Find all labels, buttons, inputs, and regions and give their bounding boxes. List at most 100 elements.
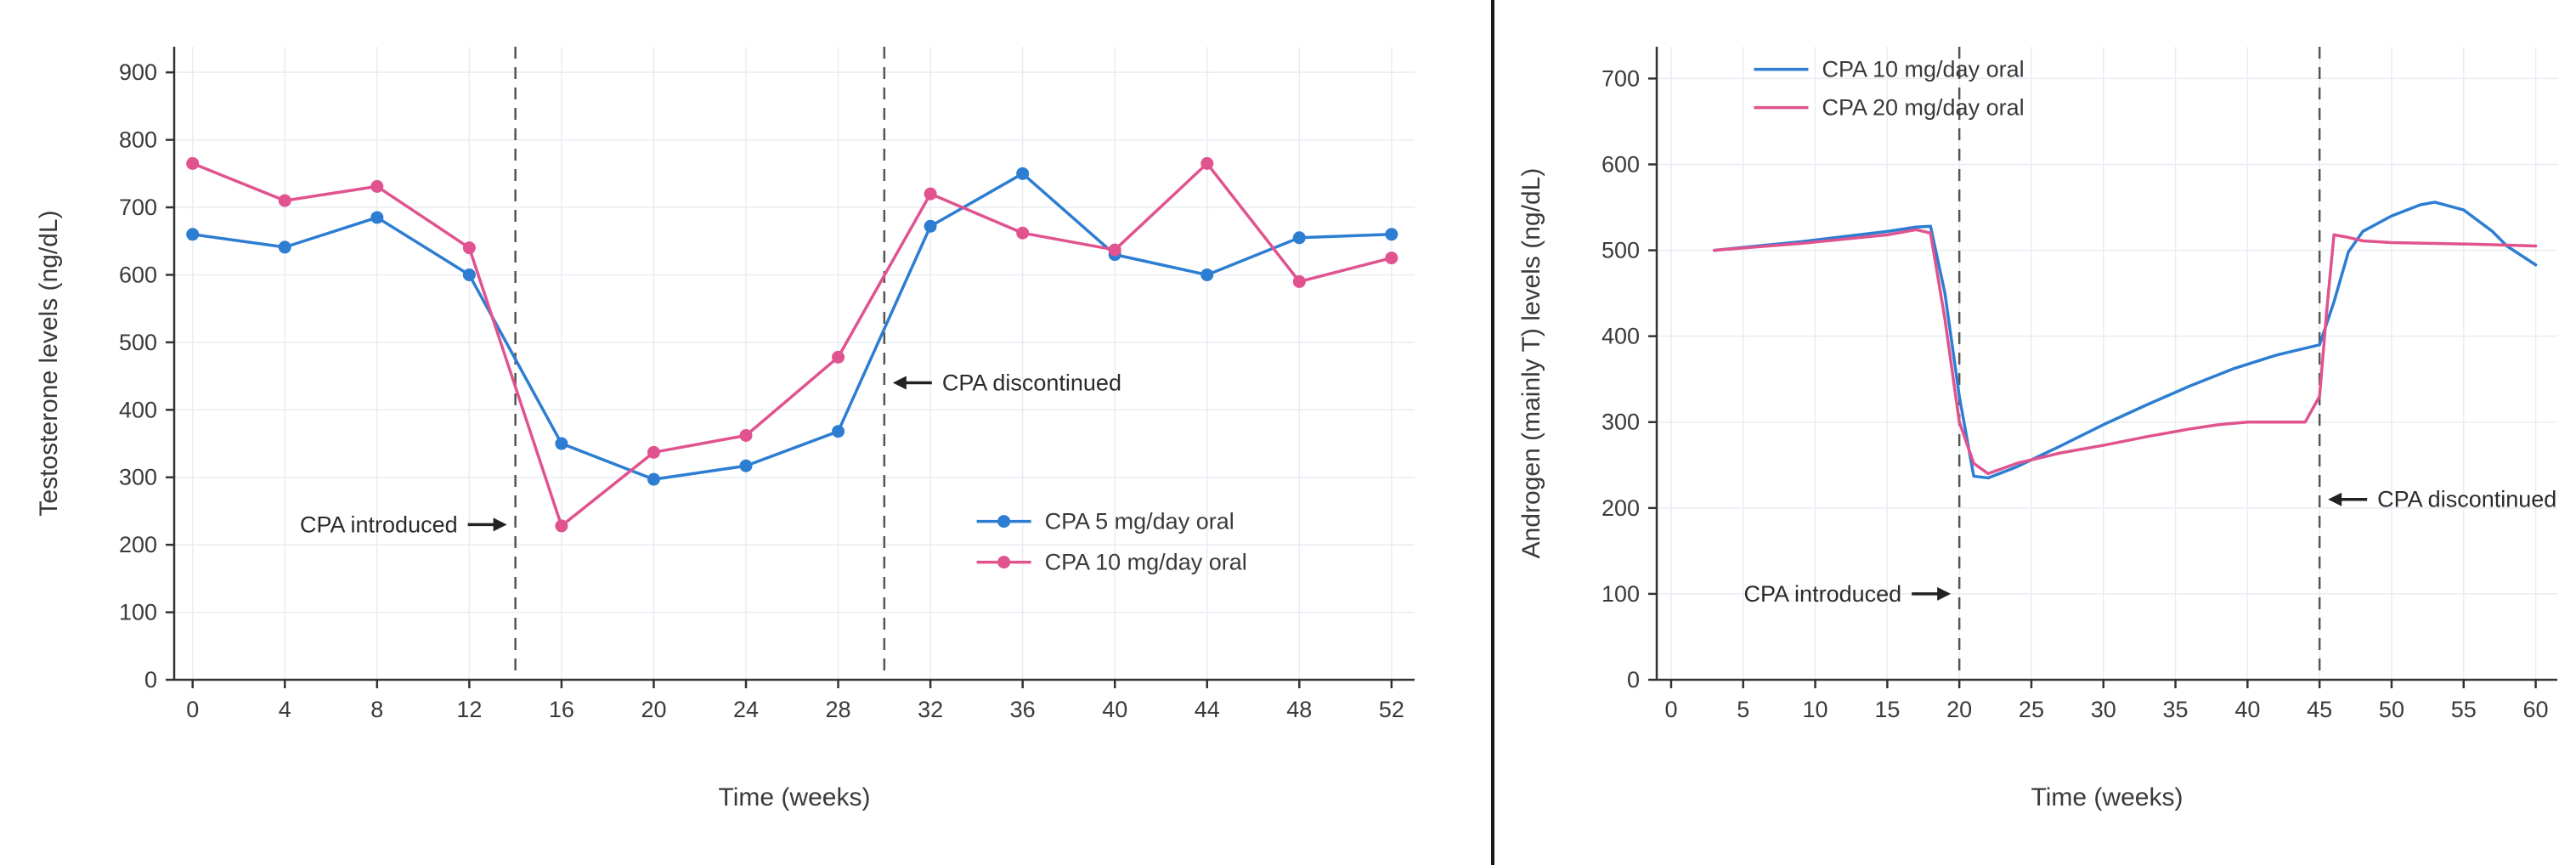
- y-tick-label: 200: [119, 532, 157, 557]
- series-marker: [924, 187, 937, 201]
- series-marker: [462, 268, 476, 281]
- series-marker: [1200, 268, 1214, 281]
- y-axis-title: Androgen (mainly T) levels (ng/dL): [1517, 168, 1545, 559]
- series-marker: [1016, 226, 1030, 240]
- y-tick-label: 100: [1602, 581, 1640, 607]
- panel-divider: [1491, 0, 1494, 865]
- x-tick-label: 10: [1803, 697, 1828, 722]
- series-marker: [1292, 274, 1306, 288]
- series-marker: [1016, 167, 1030, 180]
- y-tick-label: 700: [1602, 65, 1640, 91]
- y-axis-title: Testosterone levels (ng/dL): [35, 210, 63, 516]
- x-tick-label: 52: [1379, 697, 1404, 722]
- series-marker: [370, 211, 384, 224]
- series-marker: [647, 472, 660, 486]
- x-tick-label: 32: [918, 697, 943, 722]
- x-tick-label: 24: [733, 697, 759, 722]
- annotation-text: CPA introduced: [300, 512, 458, 537]
- x-tick-label: 0: [186, 697, 199, 722]
- x-tick-label: 16: [549, 697, 574, 722]
- y-tick-label: 500: [1602, 238, 1640, 263]
- series-marker: [739, 459, 753, 472]
- x-tick-label: 40: [1102, 697, 1127, 722]
- series-marker: [647, 445, 660, 459]
- y-tick-label: 0: [144, 667, 157, 693]
- series-marker: [186, 228, 200, 241]
- x-tick-label: 40: [2234, 697, 2260, 722]
- series-line: [190, 161, 1393, 528]
- y-tick-label: 300: [119, 465, 157, 490]
- series-marker: [832, 350, 845, 364]
- x-tick-label: 35: [2163, 697, 2189, 722]
- y-tick-label: 0: [1627, 667, 1640, 693]
- androgen-chart: 0 5 10 15 20 25 30 35 40 45 50 55 600100200300400500…: [1517, 47, 2557, 811]
- x-tick-label: 15: [1874, 697, 1900, 722]
- annotation-arrow-head: [892, 376, 907, 390]
- y-tick-label: 900: [119, 59, 157, 85]
- series-marker: [1108, 243, 1121, 257]
- x-tick-label: 4: [279, 697, 291, 722]
- y-tick-label: 400: [119, 397, 157, 422]
- testosterone-chart: 0 4 8 12 16 20 24 28 32 36 40 44 48 52010020030040050…: [35, 47, 1415, 811]
- y-tick-label: 700: [119, 195, 157, 220]
- series-marker: [555, 437, 568, 450]
- y-tick-label: 500: [119, 330, 157, 355]
- annotation-text: CPA discontinued: [2377, 487, 2556, 512]
- annotation-arrow-head: [2328, 492, 2342, 506]
- x-tick-label: 12: [456, 697, 482, 722]
- series-marker: [278, 194, 291, 207]
- y-tick-label: 800: [119, 127, 157, 153]
- x-tick-label: 36: [1010, 697, 1036, 722]
- series-marker: [1385, 252, 1398, 265]
- series-marker: [1200, 156, 1214, 170]
- x-tick-label: 30: [2091, 697, 2116, 722]
- androgen-chart-panel: 0 5 10 15 20 25 30 35 40 45 50 55 60 0 100 200 300 400 500…: [1494, 0, 2576, 865]
- legend-swatch-marker: [997, 515, 1011, 529]
- legend-swatch-marker: [997, 556, 1011, 569]
- series-marker: [278, 240, 291, 254]
- legend-label: CPA 10 mg/day oral: [1822, 57, 2024, 82]
- x-tick-label: 28: [826, 697, 851, 722]
- x-tick-label: 20: [1946, 697, 1972, 722]
- y-tick-label: 600: [119, 262, 157, 287]
- series-marker: [462, 241, 476, 255]
- series-line: [190, 172, 1393, 481]
- x-axis-title: Time (weeks): [2031, 783, 2183, 811]
- annotation-text: CPA discontinued: [942, 370, 1121, 396]
- annotation-arrow-head: [1937, 586, 1952, 601]
- x-tick-label: 45: [2307, 697, 2332, 722]
- x-tick-label: 8: [370, 697, 383, 722]
- annotation-arrow-head: [493, 517, 507, 532]
- y-tick-label: 100: [119, 600, 157, 625]
- y-tick-label: 300: [1602, 410, 1640, 435]
- y-tick-label: 400: [1602, 324, 1640, 349]
- x-tick-label: 25: [2019, 697, 2044, 722]
- x-tick-label: 20: [641, 697, 666, 722]
- series-marker: [186, 156, 200, 170]
- series-line: [1713, 201, 2538, 480]
- x-tick-label: 48: [1286, 697, 1312, 722]
- y-tick-label: 200: [1602, 495, 1640, 521]
- series-marker: [370, 179, 384, 193]
- series-marker: [1385, 228, 1398, 241]
- x-tick-label: 0: [1664, 697, 1677, 722]
- series-marker: [739, 428, 753, 442]
- series-marker: [924, 219, 937, 233]
- legend-label: CPA 10 mg/day oral: [1045, 550, 1247, 575]
- x-tick-label: 55: [2451, 697, 2477, 722]
- testosterone-chart-panel: 0 4 8 12 16 20 24 28 32 36 40 44 48 52 0 100 200 300 400 50…: [35, 47, 1415, 811]
- series-marker: [832, 425, 845, 438]
- x-tick-label: 50: [2379, 697, 2404, 722]
- series-marker: [1292, 231, 1306, 245]
- series-line: [1713, 228, 2538, 476]
- y-tick-label: 600: [1602, 151, 1640, 177]
- x-tick-label: 60: [2523, 697, 2549, 722]
- x-tick-label: 44: [1195, 697, 1220, 722]
- annotation-text: CPA introduced: [1744, 581, 1902, 607]
- series-marker: [555, 519, 568, 533]
- x-tick-label: 5: [1737, 697, 1749, 722]
- legend-label: CPA 5 mg/day oral: [1045, 509, 1234, 534]
- legend-label: CPA 20 mg/day oral: [1822, 95, 2024, 121]
- x-axis-title: Time (weeks): [719, 783, 871, 811]
